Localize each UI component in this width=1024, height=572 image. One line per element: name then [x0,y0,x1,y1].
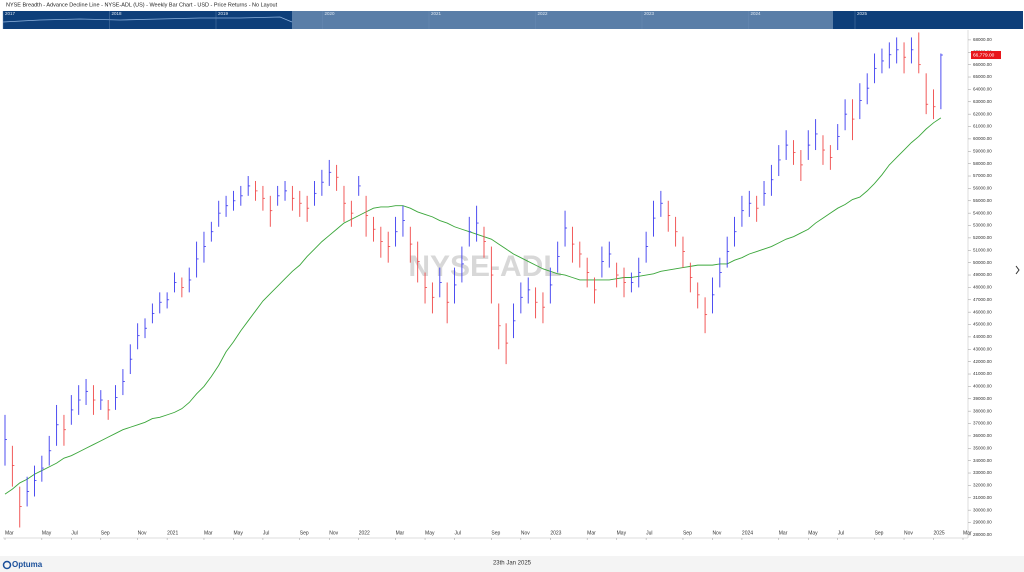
y-tick-label: 30000.00 [973,507,992,512]
y-tick-label: 41000.00 [973,371,992,376]
y-tick-label: 38000.00 [973,408,992,413]
y-tick-label: 65000.00 [973,74,992,79]
y-tick-label: 29000.00 [973,520,992,525]
x-tick-label: Nov [138,530,147,536]
y-tick-label: 54000.00 [973,210,992,215]
footer-date: 23th Jan 2025 [493,561,532,567]
x-tick-label: Mar [5,530,14,536]
x-tick-label: Jul [455,530,461,536]
navigator-label: 2020 [325,11,336,16]
navigator-labels: 2017 2018 2019 2020 2021 2022 2023 2024 2025 [2,11,868,29]
x-tick-label: May [233,530,243,536]
x-tick-label: Nov [712,530,721,536]
x-tick-label: Jul [646,530,652,536]
y-tick-label: 60000.00 [973,136,992,141]
y-tick-label: 68000.00 [973,37,992,42]
y-tick-label: 47000.00 [973,297,992,302]
watermark: NYSE-ADL [408,250,561,283]
x-tick-label: 2023 [550,530,561,536]
y-tick-label: 44000.00 [973,334,992,339]
logo-icon [2,560,12,570]
x-tick-label: May [617,530,627,536]
y-tick-label: 57000.00 [973,173,992,178]
navigator-label: 2024 [751,11,762,16]
navigator-label: 2018 [112,11,123,16]
x-tick-label: Jul [263,530,269,536]
navigator-label: 2023 [644,11,655,16]
y-tick-label: 43000.00 [973,346,992,351]
y-tick-label: 40000.00 [973,384,992,389]
y-tick-label: 63000.00 [973,99,992,104]
x-tick-label: 2025 [934,530,945,536]
x-tick-label: Nov [329,530,338,536]
y-tick-label: 32000.00 [973,483,992,488]
last-price-label: 66,779.00 [973,52,995,58]
y-tick-label: 31000.00 [973,495,992,500]
y-tick-label: 53000.00 [973,223,992,228]
y-tick-label: 58000.00 [973,161,992,166]
y-tick-label: 39000.00 [973,396,992,401]
y-tick-label: 52000.00 [973,235,992,240]
x-tick-label: Nov [904,530,913,536]
navigator-label: 2021 [431,11,442,16]
y-tick-label: 45000.00 [973,322,992,327]
navigator-line [2,16,293,23]
status-bar [0,556,1024,572]
x-tick-label: Mar [396,530,405,536]
chart-title: NYSE Breadth - Advance Decline Line - NY… [6,2,278,8]
x-tick-label: Sep [491,530,500,536]
x-tick-label: Nov [521,530,530,536]
y-tick-label: 35000.00 [973,445,992,450]
y-tick-label: 49000.00 [973,272,992,277]
y-tick-label: 64000.00 [973,87,992,92]
y-tick-label: 62000.00 [973,111,992,116]
last-price-box [971,51,1001,60]
x-tick-label: Mar [779,530,788,536]
y-tick-label: 33000.00 [973,470,992,475]
y-tick-label: 51000.00 [973,247,992,252]
y-tick-label: 42000.00 [973,359,992,364]
x-tick-label: Mar [963,530,972,536]
x-tick-label: May [425,530,435,536]
y-tick-label: 59000.00 [973,148,992,153]
x-tick-label: Mar [204,530,213,536]
moving-average [4,117,942,495]
x-tick-label: Mar [587,530,596,536]
x-tick-label: 2024 [742,530,753,536]
navigator-label: 2017 [5,11,16,16]
panel-toggle[interactable] [1015,265,1020,275]
y-tick-label: 66000.00 [973,62,992,67]
y-tick-label: 56000.00 [973,186,992,191]
x-tick-label: May [42,530,52,536]
x-tick-label: Sep [875,530,884,536]
navigator-label: 2019 [218,11,229,16]
y-tick-label: 28000.00 [973,532,992,537]
x-tick-label: Sep [101,530,110,536]
x-tick-label: 2021 [167,530,178,536]
y-tick-label: 61000.00 [973,124,992,129]
y-tick-label: 46000.00 [973,309,992,314]
x-tick-label: 2022 [359,530,370,536]
logo: Optuma [12,560,43,569]
navigator-label: 2022 [538,11,549,16]
y-tick-label: 36000.00 [973,433,992,438]
x-tick-label: Sep [300,530,309,536]
x-tick-label: Sep [683,530,692,536]
navigator-label: 2025 [857,11,868,16]
y-tick-label: 37000.00 [973,421,992,426]
x-tick-label: Jul [71,530,77,536]
y-tick-label: 48000.00 [973,285,992,290]
y-tick-label: 34000.00 [973,458,992,463]
navigator-window[interactable] [292,11,833,29]
x-tick-label: May [808,530,818,536]
y-tick-label: 50000.00 [973,260,992,265]
x-tick-label: Jul [838,530,844,536]
y-tick-label: 55000.00 [973,198,992,203]
